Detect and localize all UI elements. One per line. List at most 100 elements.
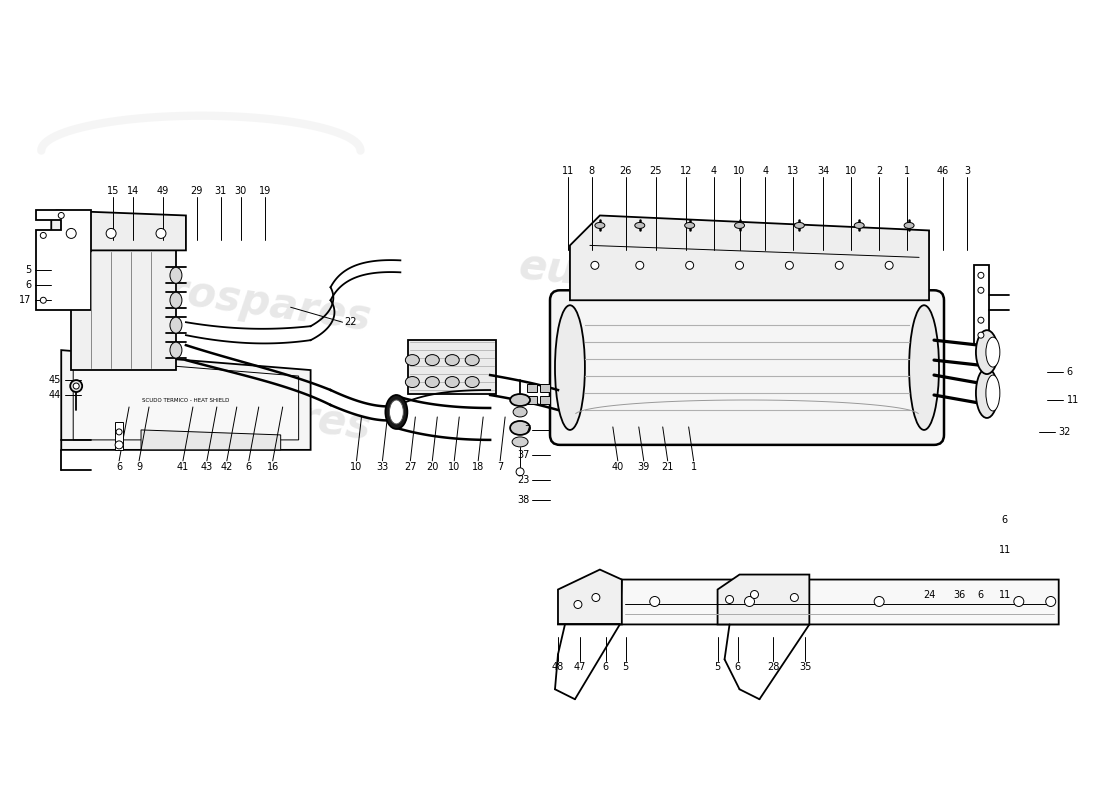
Text: 30: 30	[234, 186, 246, 195]
Text: 10: 10	[734, 166, 746, 175]
Text: eurospares: eurospares	[566, 366, 833, 434]
Circle shape	[106, 229, 117, 238]
Text: 4: 4	[762, 166, 769, 175]
Circle shape	[750, 590, 759, 598]
Text: 27: 27	[404, 462, 417, 472]
Circle shape	[636, 262, 644, 270]
Text: 42: 42	[221, 462, 233, 472]
Text: 46: 46	[937, 166, 949, 175]
Text: 29: 29	[190, 186, 204, 195]
Circle shape	[685, 262, 694, 270]
Text: 10: 10	[351, 462, 363, 472]
Circle shape	[874, 597, 884, 606]
Text: eurospares: eurospares	[108, 371, 374, 449]
Ellipse shape	[794, 222, 804, 229]
Text: 10: 10	[845, 166, 857, 175]
Ellipse shape	[986, 337, 1000, 367]
Circle shape	[592, 594, 600, 602]
Polygon shape	[52, 210, 186, 250]
Text: 38: 38	[518, 494, 530, 505]
Ellipse shape	[170, 292, 182, 308]
Text: 6: 6	[735, 662, 740, 672]
Circle shape	[1046, 597, 1056, 606]
Ellipse shape	[510, 421, 530, 435]
Circle shape	[58, 213, 64, 218]
Circle shape	[978, 272, 983, 278]
Text: 9: 9	[136, 462, 142, 472]
Text: 19: 19	[258, 186, 271, 195]
Text: 20: 20	[426, 462, 439, 472]
Ellipse shape	[513, 437, 528, 447]
Ellipse shape	[986, 375, 1000, 411]
Circle shape	[978, 287, 983, 294]
Ellipse shape	[385, 395, 407, 429]
Text: 4: 4	[711, 166, 716, 175]
Circle shape	[978, 332, 983, 338]
Text: 39: 39	[638, 462, 650, 472]
Text: 13: 13	[788, 166, 800, 175]
Text: 34: 34	[817, 166, 829, 175]
Text: 5: 5	[25, 266, 31, 275]
Ellipse shape	[389, 400, 404, 424]
Ellipse shape	[446, 354, 459, 366]
Text: 17: 17	[19, 295, 31, 306]
Polygon shape	[72, 250, 176, 370]
Circle shape	[156, 229, 166, 238]
Polygon shape	[558, 570, 622, 625]
Text: 5: 5	[623, 662, 629, 672]
Circle shape	[516, 468, 524, 476]
Text: 24: 24	[923, 590, 935, 599]
Ellipse shape	[510, 394, 530, 406]
Ellipse shape	[170, 342, 182, 358]
Ellipse shape	[170, 318, 182, 333]
Text: 35: 35	[800, 662, 812, 672]
Polygon shape	[408, 340, 496, 394]
Text: 33: 33	[376, 462, 388, 472]
Text: 48: 48	[552, 662, 564, 672]
Circle shape	[70, 380, 82, 392]
Text: 3: 3	[964, 166, 970, 175]
Text: 28: 28	[767, 662, 780, 672]
Ellipse shape	[735, 222, 745, 229]
Ellipse shape	[976, 368, 998, 418]
Text: 47: 47	[574, 662, 586, 672]
Circle shape	[745, 597, 755, 606]
Text: 6: 6	[245, 462, 252, 472]
Circle shape	[116, 441, 123, 449]
Text: 12: 12	[680, 166, 692, 175]
Text: 36: 36	[953, 590, 965, 599]
Ellipse shape	[909, 306, 939, 430]
Text: 15: 15	[107, 186, 119, 195]
Circle shape	[117, 429, 122, 435]
Ellipse shape	[556, 306, 585, 430]
Text: 23: 23	[518, 474, 530, 485]
Text: 16: 16	[266, 462, 278, 472]
Ellipse shape	[855, 222, 865, 229]
Text: 40: 40	[612, 462, 624, 472]
Text: 11: 11	[1067, 395, 1079, 405]
Circle shape	[66, 229, 76, 238]
Text: 11: 11	[999, 545, 1011, 554]
Text: eurospares: eurospares	[108, 261, 374, 339]
Text: 2: 2	[876, 166, 882, 175]
Text: 49: 49	[157, 186, 169, 195]
Text: eurospares: eurospares	[517, 246, 783, 315]
Ellipse shape	[465, 354, 480, 366]
Circle shape	[791, 594, 799, 602]
Circle shape	[74, 383, 79, 389]
Bar	[540, 396, 550, 404]
FancyBboxPatch shape	[550, 290, 944, 445]
Text: 6: 6	[978, 590, 984, 599]
Ellipse shape	[426, 354, 439, 366]
Circle shape	[591, 262, 598, 270]
Polygon shape	[36, 210, 91, 310]
Polygon shape	[619, 579, 1058, 625]
Circle shape	[41, 298, 46, 303]
Text: 6: 6	[116, 462, 122, 472]
Text: 11: 11	[999, 590, 1011, 599]
Text: 37: 37	[518, 450, 530, 460]
Text: 10: 10	[448, 462, 461, 472]
Text: 32: 32	[1058, 427, 1071, 437]
Ellipse shape	[406, 354, 419, 366]
Text: 22: 22	[344, 317, 356, 327]
